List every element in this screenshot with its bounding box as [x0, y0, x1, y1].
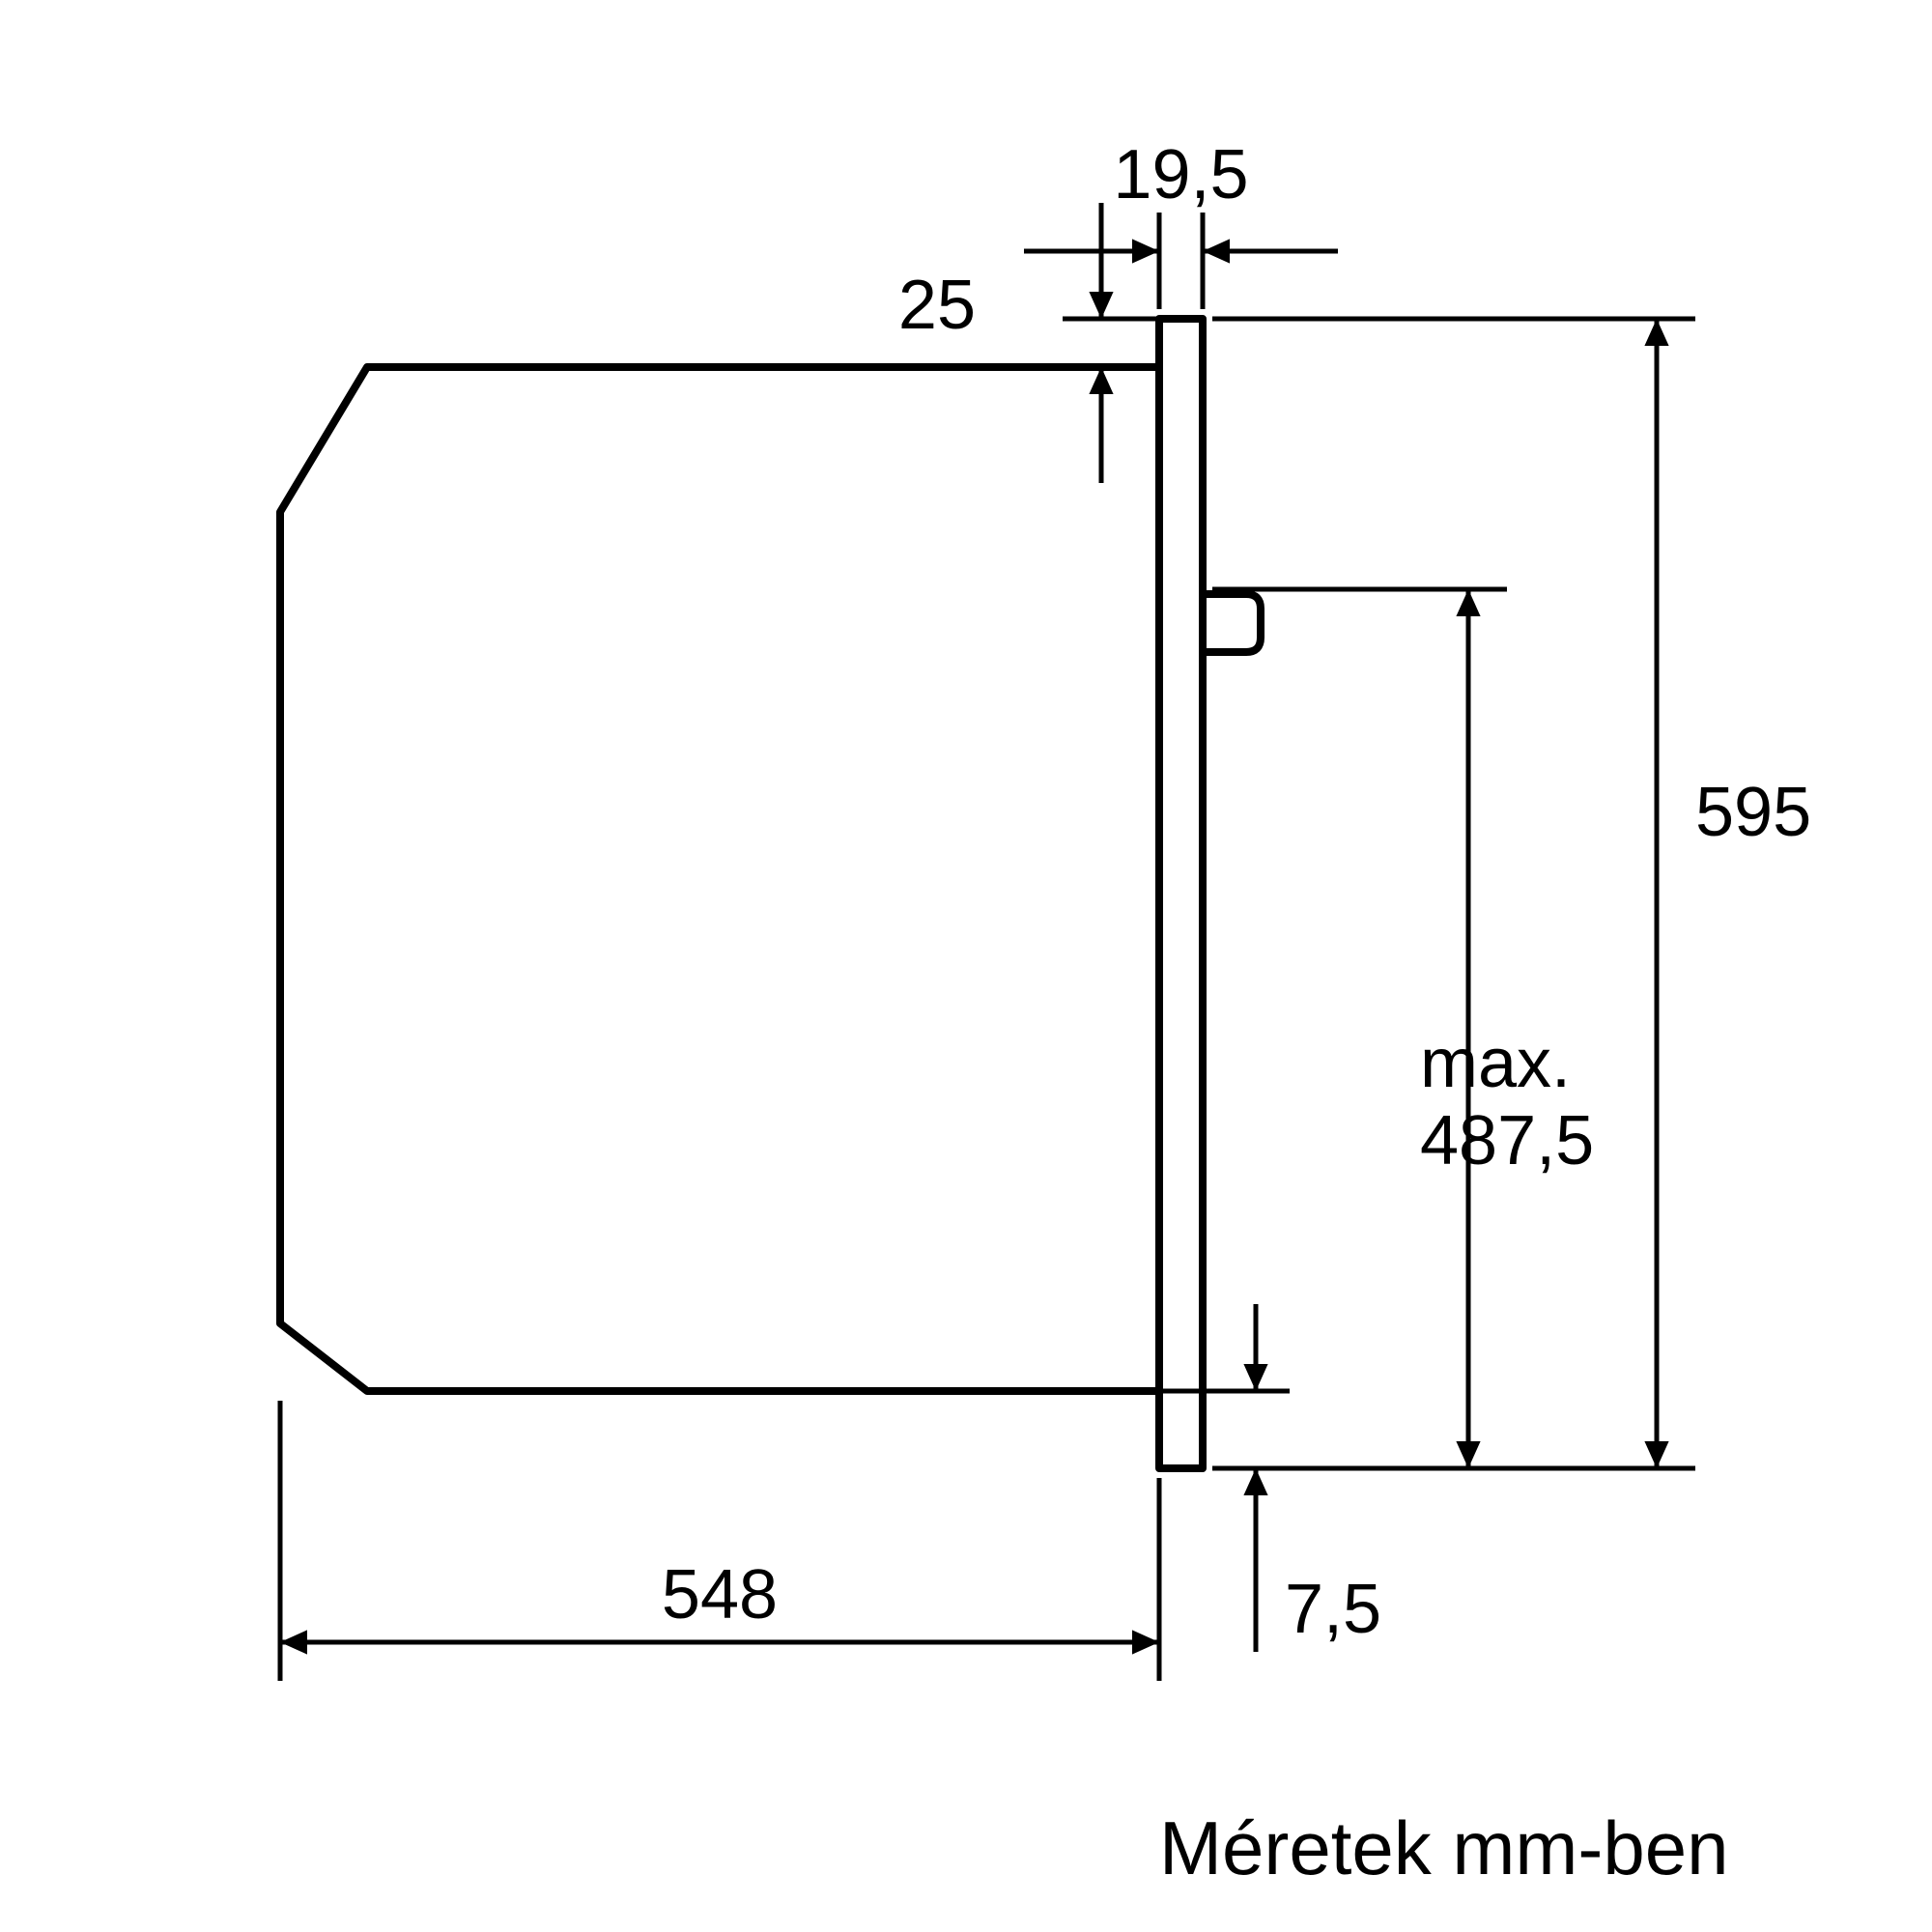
svg-text:487,5: 487,5	[1420, 1102, 1594, 1179]
svg-text:19,5: 19,5	[1113, 136, 1248, 213]
svg-text:Méretek mm-ben: Méretek mm-ben	[1159, 1805, 1729, 1890]
svg-text:25: 25	[898, 267, 976, 344]
svg-text:595: 595	[1695, 774, 1811, 851]
svg-text:7,5: 7,5	[1285, 1571, 1381, 1648]
svg-text:548: 548	[662, 1556, 778, 1634]
svg-text:max.: max.	[1420, 1025, 1571, 1102]
